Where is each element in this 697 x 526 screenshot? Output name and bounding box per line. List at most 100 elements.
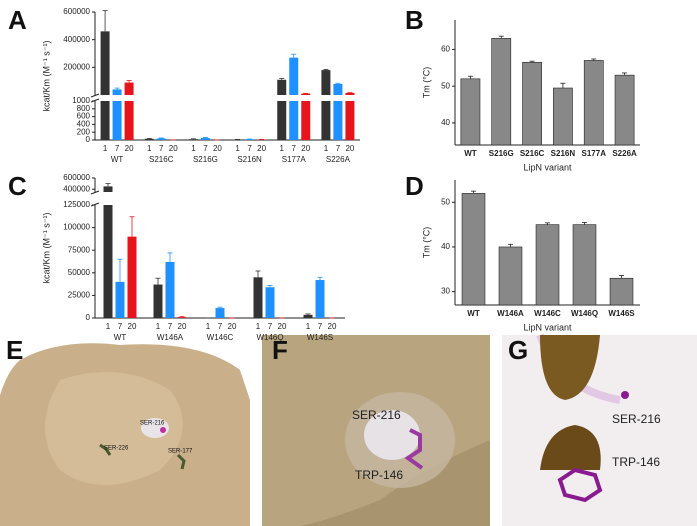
x-tick-label: WT: [467, 309, 480, 318]
subgroup-label: 1: [280, 144, 285, 153]
bar: [265, 287, 275, 318]
x-tick-label: S226A: [326, 155, 351, 164]
residue-label: SER-216: [140, 421, 165, 427]
y-axis-label: kcat/Km (M⁻¹ s⁻¹): [41, 213, 51, 284]
residue-label: SER-177: [168, 449, 193, 455]
y-tick-label: 25000: [68, 291, 91, 300]
bar: [289, 57, 299, 95]
subgroup-label: 20: [228, 322, 237, 331]
subgroup-label: 20: [278, 322, 287, 331]
axis-break: [90, 190, 100, 195]
bar: [345, 101, 355, 140]
residue-label: TRP-146: [355, 468, 403, 482]
bar: [100, 31, 110, 95]
structure-f: SER-216 TRP-146 F: [262, 335, 490, 526]
x-tick-label: S226A: [612, 149, 637, 158]
x-tick-label: S216G: [489, 149, 514, 158]
subgroup-label: 7: [168, 322, 173, 331]
axis-break: [90, 93, 100, 98]
y-tick-label: 60: [441, 45, 450, 54]
bar: [124, 101, 134, 140]
bar: [333, 101, 343, 140]
bar: [112, 89, 122, 95]
x-tick-label: WT: [464, 149, 477, 158]
bar: [253, 277, 263, 318]
subgroup-label: 1: [156, 322, 161, 331]
y-tick-label: 50: [441, 81, 450, 90]
bar: [245, 139, 255, 140]
bar: [188, 139, 198, 140]
y-tick-label: 1000: [72, 96, 90, 105]
bar: [112, 101, 122, 140]
residue: [160, 427, 166, 433]
panel-letter: G: [508, 335, 528, 365]
panel-letter: E: [6, 335, 23, 365]
panel-letter: D: [405, 171, 424, 201]
residue-label: SER-226: [104, 446, 129, 452]
bar: [303, 314, 313, 318]
x-tick-label: S177A: [282, 155, 307, 164]
subgroup-label: 20: [213, 144, 222, 153]
y-tick-label: 0: [86, 135, 91, 144]
y-tick-label: 200000: [63, 62, 90, 71]
panel-letter: B: [405, 5, 424, 35]
surface: [540, 425, 601, 470]
x-tick-label: S177A: [582, 149, 607, 158]
x-tick-label: S216G: [193, 155, 218, 164]
x-tick-label: S216N: [237, 155, 262, 164]
x-axis-label: LipN variant: [523, 322, 572, 332]
subgroup-label: 1: [191, 144, 196, 153]
background: [502, 335, 697, 526]
x-tick-label: W146A: [497, 309, 524, 318]
residue: [176, 453, 186, 470]
bar: [553, 87, 573, 146]
residue-label: TRP-146: [612, 455, 660, 469]
y-tick-label: 400: [77, 120, 91, 129]
bar: [153, 284, 163, 318]
structure-g: SER-216 TRP-146 G: [502, 333, 697, 526]
y-axis-label: kcat/Km (M⁻¹ s⁻¹): [41, 41, 51, 112]
y-tick-label: 0: [86, 313, 91, 322]
subgroup-label: 1: [235, 144, 240, 153]
subgroup-label: 7: [318, 322, 323, 331]
bar: [103, 205, 113, 318]
subgroup-label: 20: [345, 144, 354, 153]
x-tick-label: W146S: [608, 309, 635, 318]
bar: [522, 61, 542, 146]
y-tick-label: 50: [441, 197, 450, 206]
bar: [321, 70, 331, 95]
y-tick-label: 50000: [68, 268, 91, 277]
bar: [315, 280, 325, 318]
y-tick-label: 100000: [63, 223, 90, 232]
y-tick-label: 400000: [63, 184, 90, 193]
subgroup-label: 1: [306, 322, 311, 331]
y-tick-label: 600000: [63, 7, 90, 16]
subgroup-label: 1: [206, 322, 211, 331]
subgroup-label: 7: [159, 144, 164, 153]
panel-letter: C: [8, 171, 27, 201]
x-tick-label: WT: [111, 155, 124, 164]
subgroup-label: 1: [147, 144, 152, 153]
residue: [557, 467, 603, 503]
x-tick-label: S216C: [520, 149, 545, 158]
panel-letter: A: [8, 5, 27, 35]
bar: [200, 138, 210, 140]
bar: [491, 38, 512, 146]
bar: [215, 308, 225, 318]
bar: [572, 224, 597, 306]
x-tick-label: W146Q: [571, 309, 598, 318]
residue: [404, 428, 424, 470]
bar: [333, 83, 343, 95]
x-tick-label: S216N: [551, 149, 576, 158]
residue: [99, 443, 112, 456]
subgroup-label: 7: [218, 322, 223, 331]
y-tick-label: 600000: [63, 173, 90, 182]
subgroup-label: 20: [178, 322, 187, 331]
x-tick-label: W146S: [307, 333, 333, 342]
bar: [165, 261, 175, 318]
bar: [124, 82, 134, 95]
subgroup-label: 7: [247, 144, 252, 153]
bar: [498, 246, 523, 306]
y-tick-label: 75000: [68, 245, 91, 254]
